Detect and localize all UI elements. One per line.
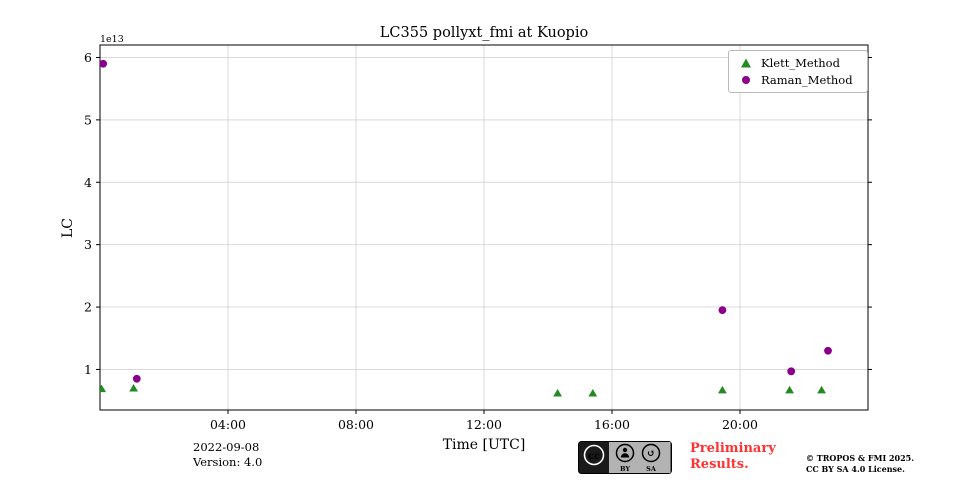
data-point-klett_method bbox=[785, 385, 794, 394]
data-point-raman_method bbox=[718, 306, 727, 315]
by-icon: BY bbox=[615, 443, 635, 473]
cc-icon: cc bbox=[583, 444, 605, 466]
data-point-klett_method bbox=[718, 385, 727, 394]
y-tick-label: 1 bbox=[84, 362, 92, 377]
triangle-marker-icon bbox=[741, 58, 751, 68]
data-point-klett_method bbox=[553, 388, 562, 397]
chart-title: LC355 pollyxt_fmi at Kuopio bbox=[380, 25, 588, 41]
legend-label-raman: Raman_Method bbox=[761, 73, 853, 87]
y-tick-label: 5 bbox=[84, 112, 92, 127]
data-point-klett_method bbox=[588, 388, 598, 397]
x-axis-label: Time [UTC] bbox=[443, 437, 526, 453]
gridlines bbox=[100, 45, 868, 410]
legend-item-klett: Klett_Method bbox=[738, 56, 858, 70]
y-axis-label: LC bbox=[60, 218, 76, 238]
legend-item-raman: Raman_Method bbox=[738, 73, 858, 87]
y-axis-offset-label: 1e13 bbox=[100, 34, 124, 45]
svg-text:↺: ↺ bbox=[647, 449, 655, 460]
y-tick-label: 2 bbox=[84, 300, 92, 315]
data-point-raman_method bbox=[100, 59, 108, 68]
sa-icon: ↺ SA bbox=[641, 443, 661, 473]
data-point-raman_method bbox=[824, 346, 832, 355]
data-point-raman_method bbox=[132, 374, 141, 383]
x-tick-label: 04:00 bbox=[210, 417, 246, 432]
data-point-klett_method bbox=[817, 385, 826, 394]
data-point-klett_method bbox=[129, 383, 138, 392]
y-tick-label: 4 bbox=[84, 175, 92, 190]
legend: Klett_Method Raman_Method bbox=[728, 50, 868, 93]
footer-version: Version: 4.0 bbox=[193, 455, 263, 469]
sa-label: SA bbox=[646, 465, 657, 473]
y-tick-label: 3 bbox=[84, 237, 92, 252]
data-point-klett_method bbox=[100, 384, 106, 393]
copyright-line1: © TROPOS & FMI 2025. bbox=[806, 453, 915, 463]
y-tick-label: 6 bbox=[84, 50, 92, 65]
data-points bbox=[100, 59, 832, 397]
x-tick-label: 12:00 bbox=[466, 417, 502, 432]
copyright-note: © TROPOS & FMI 2025. CC BY SA 4.0 Licens… bbox=[806, 453, 914, 475]
circle-marker-icon bbox=[742, 76, 750, 84]
svg-text:cc: cc bbox=[588, 451, 600, 462]
x-tick-label: 08:00 bbox=[338, 417, 374, 432]
cc-license-badge: cc BY ↺ SA bbox=[578, 441, 672, 474]
preliminary-line1: Preliminary bbox=[690, 441, 776, 456]
footer-date: 2022-09-08 bbox=[193, 440, 260, 454]
data-point-raman_method bbox=[787, 367, 796, 376]
footer-date-block: 2022-09-08 Version: 4.0 bbox=[193, 440, 262, 470]
preliminary-line2: Results. bbox=[690, 457, 749, 472]
by-label: BY bbox=[620, 465, 630, 473]
x-tick-label: 16:00 bbox=[594, 417, 630, 432]
x-tick-label: 20:00 bbox=[722, 417, 758, 432]
axes: 04:00 08:00 12:00 16:00 20:00 1 2 3 4 5 6 bbox=[84, 50, 872, 432]
copyright-line2: CC BY SA 4.0 License. bbox=[806, 464, 905, 474]
preliminary-note: Preliminary Results. bbox=[690, 441, 776, 473]
legend-label-klett: Klett_Method bbox=[761, 56, 840, 70]
